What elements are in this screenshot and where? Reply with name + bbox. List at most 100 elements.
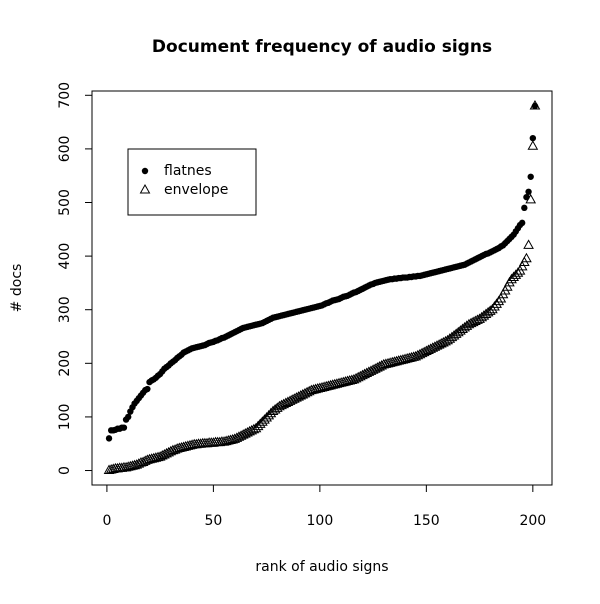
point	[452, 326, 464, 337]
legend-label: flatnes	[164, 163, 212, 179]
y-tick-label: 600	[57, 136, 73, 163]
point	[325, 379, 336, 390]
point	[525, 193, 537, 204]
y-axis-label: # docs	[9, 264, 25, 313]
point	[525, 188, 532, 195]
point	[146, 453, 157, 463]
point	[178, 441, 189, 451]
point	[521, 252, 532, 263]
point	[399, 353, 411, 364]
point	[376, 359, 387, 370]
point	[378, 358, 390, 369]
point	[105, 463, 117, 474]
point	[144, 385, 151, 393]
point	[122, 461, 134, 471]
point	[182, 440, 194, 450]
point	[335, 377, 347, 387]
point	[344, 374, 356, 385]
point	[310, 383, 321, 394]
point	[342, 375, 353, 386]
point	[397, 354, 409, 364]
point	[327, 379, 339, 389]
x-tick-label: 0	[102, 513, 111, 529]
point	[489, 301, 500, 311]
point	[448, 329, 460, 340]
point	[406, 351, 417, 362]
point	[446, 331, 458, 342]
point	[305, 384, 317, 395]
point	[169, 444, 181, 454]
point	[529, 134, 537, 142]
point	[150, 452, 162, 462]
point	[476, 311, 488, 322]
point	[450, 328, 462, 338]
point	[323, 380, 334, 390]
point	[318, 381, 330, 391]
point	[527, 140, 539, 150]
point	[512, 267, 524, 277]
point	[139, 455, 151, 465]
point	[314, 382, 326, 393]
point	[487, 303, 498, 314]
point	[144, 453, 155, 464]
plot-box	[91, 90, 553, 486]
point	[478, 310, 490, 320]
point	[457, 323, 468, 334]
x-tick-label: 100	[307, 513, 334, 529]
point	[120, 424, 128, 431]
point	[171, 443, 183, 453]
point	[493, 295, 505, 306]
x-tick-label: 150	[413, 513, 440, 529]
point	[333, 377, 345, 388]
point	[389, 356, 400, 366]
x-axis-label: rank of audio signs	[255, 559, 388, 575]
point	[442, 334, 454, 345]
point	[527, 173, 534, 180]
point	[491, 298, 502, 308]
point	[521, 204, 528, 212]
point	[308, 384, 319, 394]
point	[124, 460, 136, 471]
point	[523, 239, 534, 249]
point	[331, 378, 343, 388]
point	[316, 381, 328, 392]
point	[125, 413, 132, 421]
y-tick-label: 700	[57, 82, 73, 109]
point	[120, 461, 132, 472]
point	[340, 376, 351, 386]
point	[384, 357, 396, 367]
point	[105, 435, 113, 442]
point	[393, 355, 405, 365]
point	[395, 354, 407, 365]
point	[474, 313, 485, 323]
point	[222, 435, 234, 445]
point	[267, 405, 279, 416]
point	[382, 357, 394, 368]
point	[482, 306, 494, 317]
x-tick-label: 200	[519, 513, 546, 529]
point	[218, 436, 230, 446]
point	[148, 452, 160, 463]
point	[529, 99, 541, 110]
point	[303, 385, 315, 396]
y-tick-label: 500	[57, 189, 73, 216]
point	[480, 308, 492, 319]
point	[173, 442, 185, 453]
point	[248, 423, 260, 434]
point	[312, 383, 324, 393]
point	[329, 378, 341, 389]
point	[225, 434, 236, 445]
legend-label: envelope	[164, 182, 228, 198]
y-tick-label: 300	[57, 296, 73, 323]
y-tick-label: 0	[57, 466, 73, 475]
legend-marker	[141, 167, 149, 175]
chart-title: Document frequency of audio signs	[152, 37, 492, 57]
point	[444, 333, 456, 343]
point	[167, 444, 179, 455]
legend-box	[127, 148, 257, 216]
x-tick-label: 50	[204, 513, 222, 529]
point	[142, 454, 153, 464]
legend-marker	[139, 183, 151, 194]
y-tick-label: 100	[57, 404, 73, 431]
